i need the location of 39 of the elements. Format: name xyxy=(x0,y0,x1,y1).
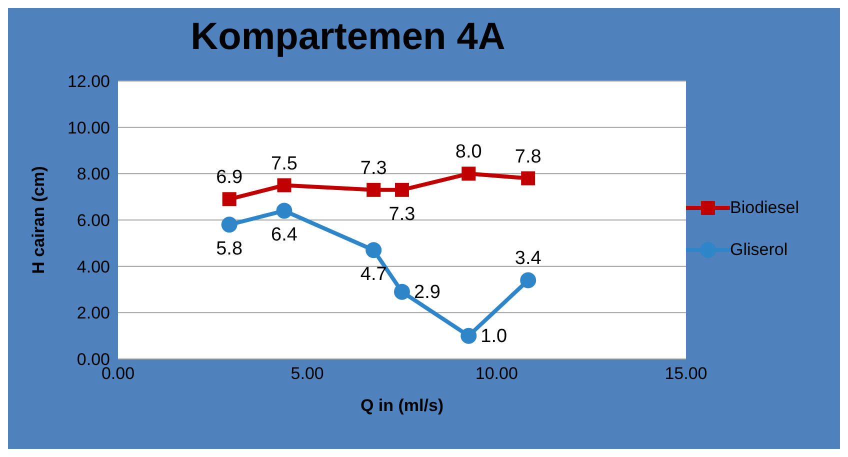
y-tick-label: 6.00 xyxy=(76,211,110,230)
point xyxy=(460,328,477,344)
x-tick-label: 0.00 xyxy=(101,364,135,384)
legend-label: Gliserol xyxy=(730,240,788,260)
data-label: 6.9 xyxy=(216,167,243,188)
point xyxy=(221,216,238,233)
point xyxy=(276,202,292,219)
data-label: 3.4 xyxy=(514,248,542,270)
point xyxy=(521,171,536,186)
data-label: 7.5 xyxy=(271,153,298,174)
point xyxy=(366,182,381,197)
data-label: 4.7 xyxy=(360,264,387,286)
point xyxy=(222,192,236,206)
y-tick-label: 2.00 xyxy=(76,304,110,323)
data-label: 7.3 xyxy=(388,204,416,225)
y-tick-label: 8.00 xyxy=(76,164,110,184)
x-tick-label: 5.00 xyxy=(290,364,324,384)
data-label: 7.8 xyxy=(514,146,542,168)
data-label: 7.3 xyxy=(360,158,387,179)
x-axis-title: Q in (ml/s) xyxy=(360,396,444,415)
point xyxy=(462,166,476,181)
y-tick-label: 10.00 xyxy=(67,118,110,138)
legend-label: Biodiesel xyxy=(730,198,799,218)
data-label: 5.8 xyxy=(216,238,243,260)
x-tick-label: 15.00 xyxy=(664,364,708,384)
point xyxy=(277,178,292,192)
y-axis-title: H cairan (cm) xyxy=(29,166,48,274)
point xyxy=(394,284,410,300)
y-tick-label: 12.00 xyxy=(67,72,110,92)
chart-title: Kompartemen 4A xyxy=(190,16,506,59)
data-label: 8.0 xyxy=(455,142,482,163)
data-label: 2.9 xyxy=(414,282,440,303)
data-label: 1.0 xyxy=(480,326,508,347)
data-label: 6.4 xyxy=(271,224,298,246)
x-tick-label: 10.00 xyxy=(475,364,518,384)
point xyxy=(520,272,536,288)
point xyxy=(366,242,382,258)
point xyxy=(395,182,409,197)
y-tick-label: 4.00 xyxy=(76,257,110,276)
